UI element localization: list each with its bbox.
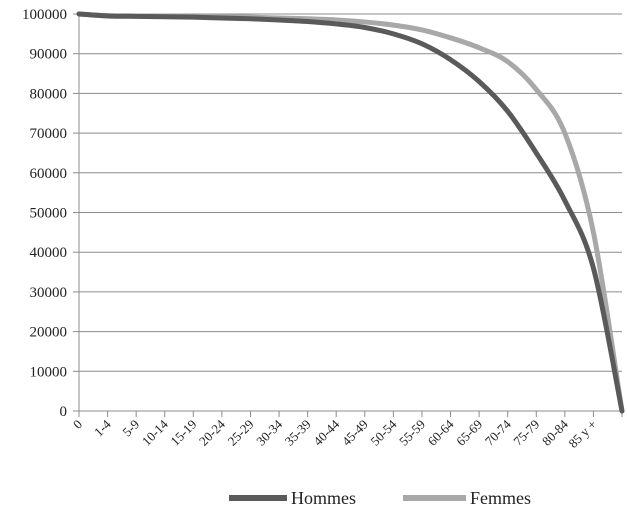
x-tick-label: 70-74 (482, 416, 514, 448)
x-tick-label: 25-29 (225, 417, 257, 449)
y-tick-label: 0 (60, 404, 68, 420)
x-tick-label: 75-79 (510, 417, 542, 449)
x-tick-label: 20-24 (196, 416, 228, 448)
y-tick-label: 30000 (30, 285, 68, 301)
x-tick-label: 0 (70, 417, 85, 432)
axes (73, 13, 623, 417)
x-tick-label: 55-59 (396, 417, 428, 449)
x-tick-label: 5-9 (119, 417, 142, 440)
x-axis-tick-labels: 0 1-4 5-910-1415-1920-2425-2930-3435-3940-… (70, 416, 600, 451)
x-tick-label: 15-19 (167, 417, 199, 449)
x-tick-label: 65-69 (453, 417, 485, 449)
x-tick-label: 85 y + (565, 417, 599, 451)
legend-label-hommes: Hommes (291, 488, 356, 508)
x-tick-label: 40-44 (310, 416, 342, 448)
legend: Hommes Femmes (229, 488, 531, 508)
x-tick-label: 10-14 (139, 416, 171, 448)
y-tick-label: 70000 (30, 126, 68, 142)
y-tick-label: 20000 (30, 325, 68, 341)
gridlines (79, 13, 622, 372)
x-tick-label: 35-39 (282, 417, 314, 449)
legend-label-femmes: Femmes (470, 488, 531, 508)
y-tick-label: 100000 (22, 7, 67, 23)
y-tick-label: 40000 (30, 245, 68, 261)
y-axis-tick-labels: 0 10000 20000 30000 40000 50000 60000 70000 8000… (22, 7, 67, 420)
x-tick-label: 50-54 (367, 416, 399, 448)
y-tick-label: 50000 (30, 206, 68, 222)
y-tick-label: 10000 (30, 364, 68, 380)
series-lines (76, 11, 625, 414)
x-tick-label: 30-34 (253, 416, 285, 448)
x-tick-label: 1-4 (91, 416, 114, 439)
y-tick-label: 60000 (30, 166, 68, 182)
series-line-hommes (76, 11, 625, 414)
x-tick-label: 60-64 (425, 416, 457, 448)
y-tick-label: 80000 (30, 86, 68, 102)
y-tick-label: 90000 (30, 47, 68, 63)
x-tick-label: 45-49 (339, 417, 371, 449)
x-tick-label: 80-84 (539, 416, 571, 448)
